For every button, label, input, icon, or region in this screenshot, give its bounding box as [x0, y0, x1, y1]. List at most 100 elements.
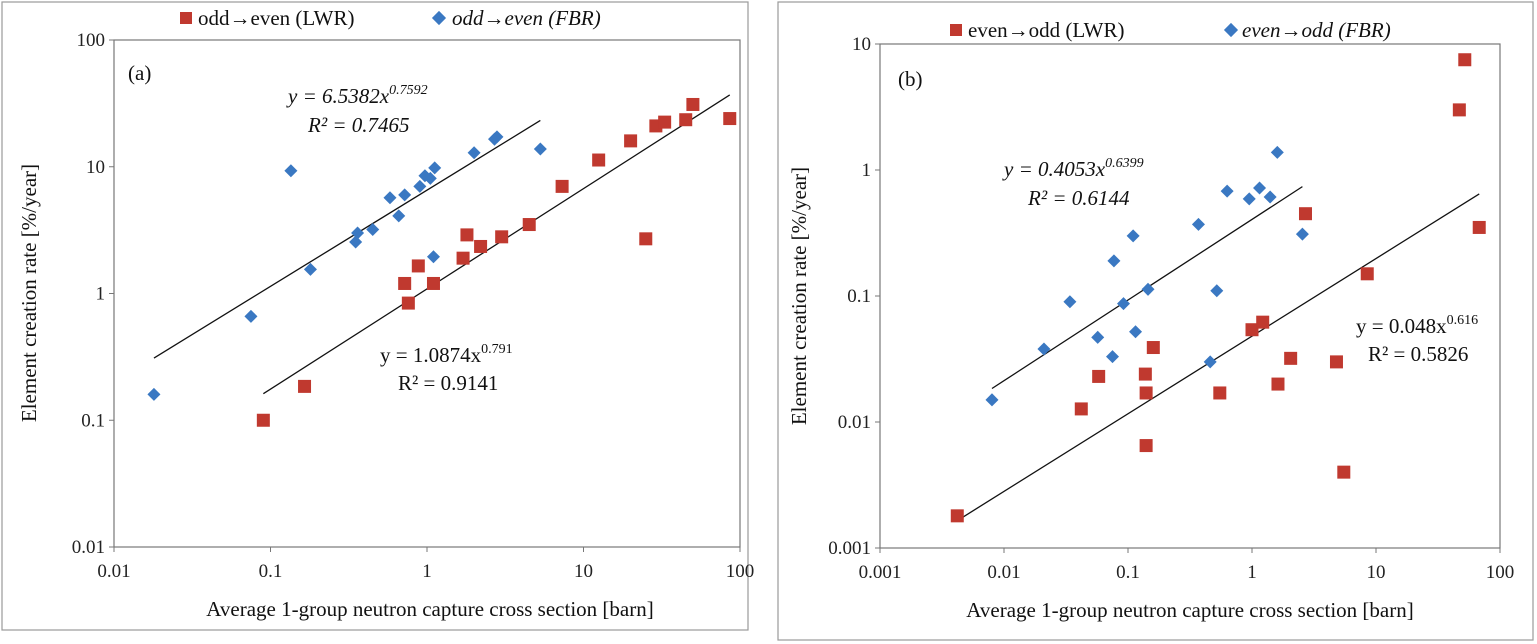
- data-point-fbr: [1203, 355, 1217, 369]
- data-point-lwr: [460, 228, 474, 242]
- panel-b-ticks: 0.001 0.01 0.1 1 10 100 0.001 0.01 0.1 1 10: [828, 34, 1514, 583]
- data-point-fbr: [1091, 330, 1105, 344]
- fit-exponent: 0.6399: [1105, 156, 1144, 171]
- data-point-lwr: [474, 239, 488, 253]
- legend-marker-square: [180, 12, 192, 24]
- fit-equation-prefix: y = 1.0874x: [380, 343, 482, 367]
- x-tick-label: 100: [1486, 562, 1515, 583]
- y-tick-label: 1: [96, 284, 106, 305]
- data-point-fbr: [1270, 145, 1284, 159]
- y-tick-label: 0.01: [838, 412, 871, 433]
- y-tick-label: 1: [862, 160, 872, 181]
- data-point-lwr: [658, 115, 672, 129]
- legend-entry-odd-even-fbr: odd→even (FBR): [452, 6, 601, 30]
- data-point-lwr: [592, 153, 606, 167]
- fit-r2-lwr-a: R² = 0.9141: [398, 371, 498, 395]
- data-point-fbr: [1037, 342, 1051, 356]
- panel-b-legend: even→odd (LWR) even→odd (FBR): [950, 18, 1391, 42]
- y-tick-label: 10: [86, 157, 105, 178]
- data-point-lwr: [411, 259, 425, 273]
- data-point-lwr: [298, 379, 312, 393]
- data-point-lwr: [1452, 103, 1466, 117]
- data-point-fbr: [1106, 350, 1120, 364]
- data-point-lwr: [256, 413, 270, 427]
- fit-r2-lwr-b: R² = 0.5826: [1368, 342, 1468, 366]
- x-tick-label: 100: [726, 561, 755, 582]
- panel-a-label: (a): [128, 61, 151, 85]
- x-tick-label: 0.1: [1116, 562, 1140, 583]
- data-point-fbr: [398, 188, 412, 202]
- data-point-lwr: [1245, 323, 1259, 337]
- data-point-fbr: [985, 393, 999, 407]
- data-point-fbr: [1107, 254, 1121, 268]
- data-point-fbr: [1210, 284, 1224, 298]
- fit-equation-lwr-b: y = 0.048x0.616: [1356, 313, 1478, 338]
- data-point-lwr: [401, 296, 415, 310]
- data-point-lwr: [398, 276, 412, 290]
- y-tick-label: 0.1: [847, 286, 871, 307]
- data-point-lwr: [723, 112, 737, 126]
- data-point-lwr: [1271, 377, 1285, 391]
- trendline-lwr-b: [956, 193, 1480, 522]
- fit-equation-fbr-a: y = 6.5382x0.7592: [286, 83, 428, 108]
- fit-r2-fbr-b: R² = 0.6144: [1027, 186, 1130, 210]
- panel-b-plot-area: [879, 43, 1501, 549]
- data-point-lwr: [1284, 351, 1298, 365]
- data-point-lwr: [950, 509, 964, 523]
- data-point-lwr: [426, 276, 440, 290]
- trendline-fbr-a: [153, 119, 541, 359]
- data-point-fbr: [349, 235, 363, 249]
- data-point-lwr: [1092, 369, 1106, 383]
- data-point-lwr: [624, 134, 638, 148]
- data-point-fbr: [366, 222, 380, 236]
- data-point-fbr: [423, 171, 437, 185]
- panel-a-ticks: 0.01 0.1 1 10 100 0.01 0.1 1 10 100: [72, 30, 755, 582]
- y-tick-label: 10: [852, 34, 871, 55]
- y-tick-label: 0.001: [828, 538, 871, 559]
- data-point-lwr: [1146, 341, 1160, 355]
- data-point-fbr: [392, 209, 406, 223]
- data-point-fbr: [426, 250, 440, 264]
- panel-a-points: [147, 97, 737, 427]
- y-tick-label: 0.1: [81, 410, 105, 431]
- legend-marker-diamond: [431, 10, 447, 26]
- x-axis-label-a: Average 1-group neutron capture cross se…: [206, 597, 653, 621]
- legend-entry-even-odd-fbr: even→odd (FBR): [1242, 18, 1391, 42]
- data-point-fbr: [533, 142, 547, 156]
- x-tick-label: 10: [574, 561, 593, 582]
- data-point-lwr: [522, 218, 536, 232]
- panel-a-legend: odd→even (LWR) odd→even (FBR): [180, 6, 601, 30]
- data-point-fbr: [1117, 297, 1131, 311]
- fit-equation-lwr-a: y = 1.0874x0.791: [380, 342, 513, 367]
- data-point-lwr: [1298, 207, 1312, 221]
- legend-marker-diamond: [1223, 22, 1239, 38]
- data-point-fbr: [284, 164, 298, 178]
- y-axis-label-b: Element creation rate [%/year]: [787, 167, 811, 425]
- x-axis-label-b: Average 1-group neutron capture cross se…: [966, 598, 1413, 622]
- data-point-fbr: [467, 146, 481, 160]
- panel-a-trendlines: [153, 94, 731, 395]
- data-point-fbr: [303, 262, 317, 276]
- trendline-lwr-a: [262, 94, 731, 395]
- data-point-lwr: [555, 179, 569, 193]
- data-point-fbr: [244, 309, 258, 323]
- y-tick-label: 100: [77, 30, 106, 51]
- data-point-fbr: [490, 130, 504, 144]
- fit-equation-fbr-b: y = 0.4053x0.6399: [1002, 156, 1144, 181]
- data-point-lwr: [679, 113, 693, 127]
- data-point-fbr: [1129, 325, 1143, 339]
- data-point-fbr: [1141, 282, 1155, 296]
- data-point-lwr: [1139, 386, 1153, 400]
- data-point-lwr: [1256, 315, 1270, 329]
- fit-equation-prefix: y = 0.4053x: [1002, 157, 1106, 181]
- y-axis-label-a: Element creation rate [%/year]: [17, 164, 41, 422]
- data-point-fbr: [1295, 227, 1309, 241]
- data-point-lwr: [1138, 367, 1152, 381]
- x-tick-label: 0.01: [987, 562, 1020, 583]
- data-point-lwr: [1074, 402, 1088, 416]
- legend-entry-even-odd-lwr: even→odd (LWR): [968, 18, 1124, 42]
- data-point-lwr: [495, 230, 509, 244]
- data-point-lwr: [1337, 465, 1351, 479]
- data-point-lwr: [1458, 53, 1472, 67]
